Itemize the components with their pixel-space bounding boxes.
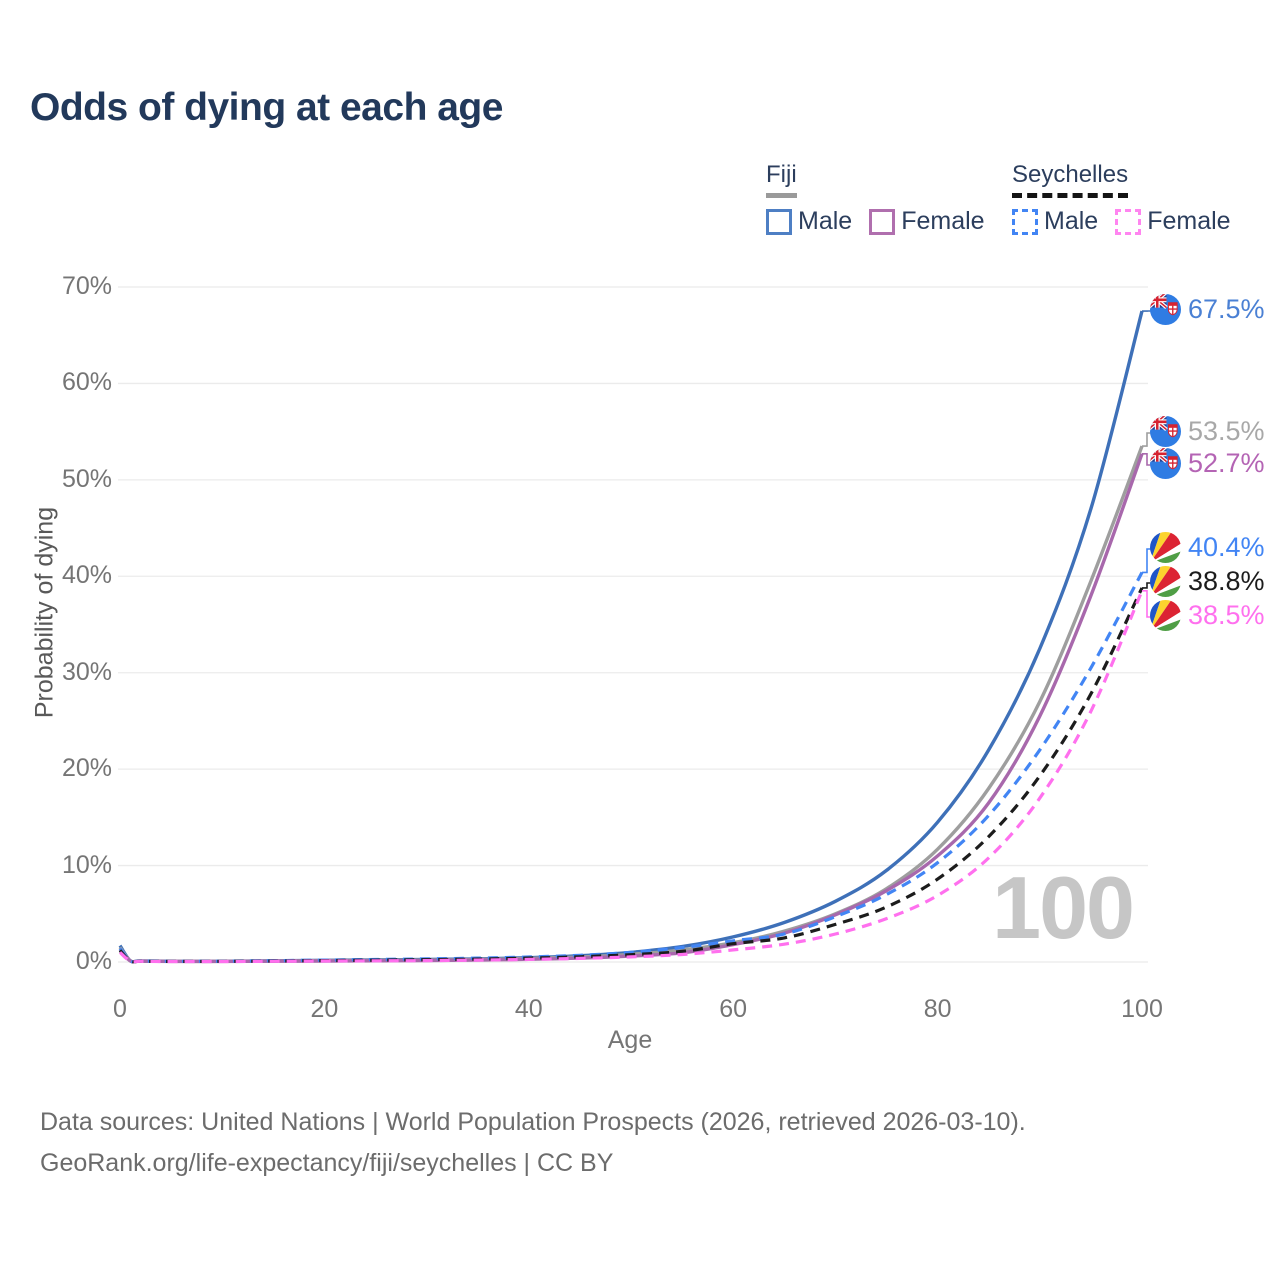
legend-row-fiji: Male Female xyxy=(766,207,985,236)
fiji-flag-icon xyxy=(1150,448,1181,479)
x-axis-tick-label: 80 xyxy=(923,995,952,1023)
legend-group-fiji: Fiji Male Female xyxy=(766,161,985,236)
page-title: Odds of dying at each age xyxy=(30,86,503,129)
legend-item-label: Female xyxy=(1147,207,1231,235)
end-label-value: 67.5% xyxy=(1188,294,1265,324)
y-axis-tick-label: 20% xyxy=(61,754,112,783)
y-axis-tick-label: 70% xyxy=(61,272,112,300)
legend-item-seychelles-male[interactable]: Male xyxy=(1012,207,1098,236)
end-label-fiji-male: 67.5% xyxy=(1150,294,1265,325)
checkbox-icon[interactable] xyxy=(869,208,896,235)
x-axis-title: Age xyxy=(607,1026,653,1054)
checkbox-icon[interactable] xyxy=(1012,208,1038,235)
x-axis-tick-label: 20 xyxy=(310,995,339,1023)
seychelles-flag-icon xyxy=(1150,532,1181,563)
legend-group-seychelles: Seychelles Male Female xyxy=(1012,161,1231,236)
y-axis-tick-label: 0% xyxy=(75,947,112,975)
series-line-fiji-both xyxy=(118,445,1144,964)
x-axis-tick-label: 0 xyxy=(113,995,127,1023)
legend-item-fiji-male[interactable]: Male xyxy=(766,207,852,236)
end-label-value: 52.7% xyxy=(1188,448,1265,478)
end-label-value: 40.4% xyxy=(1188,532,1265,562)
end-label-seychelles-female: 38.5% xyxy=(1150,600,1265,631)
legend-country-label: Seychelles xyxy=(1012,161,1129,188)
legend-country-fiji: Fiji xyxy=(766,161,797,198)
series-line-fiji-female xyxy=(118,453,1144,964)
series-line-fiji-male xyxy=(118,310,1144,964)
age-counter-watermark: 100 xyxy=(992,858,1135,957)
series-line-seychelles-male xyxy=(118,571,1144,964)
y-axis-tick-label: 50% xyxy=(61,464,112,493)
footer: Data sources: United Nations | World Pop… xyxy=(40,1102,1026,1184)
label-connector-seychelles-male xyxy=(1142,548,1151,574)
checkbox-icon[interactable] xyxy=(1115,208,1142,235)
end-label-value: 53.5% xyxy=(1188,416,1265,446)
label-connector-seychelles-both xyxy=(1142,582,1151,589)
end-label-value: 38.5% xyxy=(1188,600,1265,630)
y-axis-tick-label: 30% xyxy=(61,657,112,686)
x-axis-tick-label: 40 xyxy=(514,995,543,1023)
end-label-fiji-female: 52.7% xyxy=(1150,448,1265,479)
y-axis-tick-label: 40% xyxy=(61,561,112,590)
data-sources-line: Data sources: United Nations | World Pop… xyxy=(40,1108,1026,1136)
end-label-seychelles-both: 38.8% xyxy=(1150,566,1265,597)
label-connector-fiji-both xyxy=(1142,432,1151,447)
legend-item-seychelles-female[interactable]: Female xyxy=(1115,207,1231,236)
end-label-seychelles-male: 40.4% xyxy=(1150,532,1265,563)
legend-item-label: Male xyxy=(798,207,853,235)
series-line-seychelles-both xyxy=(118,587,1144,964)
x-axis-tick-label: 60 xyxy=(719,995,748,1023)
x-axis-tick-label: 100 xyxy=(1121,995,1163,1023)
y-axis-title: Probability of dying xyxy=(30,506,59,719)
attribution-line: GeoRank.org/life-expectancy/fiji/seychel… xyxy=(40,1149,614,1177)
end-label-value: 38.8% xyxy=(1188,566,1265,596)
seychelles-flag-icon xyxy=(1150,566,1181,597)
y-axis-tick-label: 60% xyxy=(61,368,112,397)
end-label-fiji-both: 53.5% xyxy=(1150,416,1265,447)
legend-country-label: Fiji xyxy=(766,161,797,188)
legend-item-fiji-female[interactable]: Female xyxy=(869,207,985,236)
fiji-flag-icon xyxy=(1150,294,1181,325)
checkbox-icon[interactable] xyxy=(766,208,792,235)
series-line-seychelles-female xyxy=(118,590,1144,964)
legend-row-seychelles: Male Female xyxy=(1012,207,1231,236)
legend-item-label: Male xyxy=(1044,207,1099,235)
label-connector-fiji-female xyxy=(1142,453,1151,466)
y-axis-tick-label: 10% xyxy=(61,850,112,879)
label-connector-seychelles-female xyxy=(1142,590,1151,618)
legend-country-seychelles: Seychelles xyxy=(1012,161,1129,198)
legend-item-label: Female xyxy=(901,207,985,235)
seychelles-flag-icon xyxy=(1150,600,1181,631)
fiji-flag-icon xyxy=(1150,416,1181,447)
